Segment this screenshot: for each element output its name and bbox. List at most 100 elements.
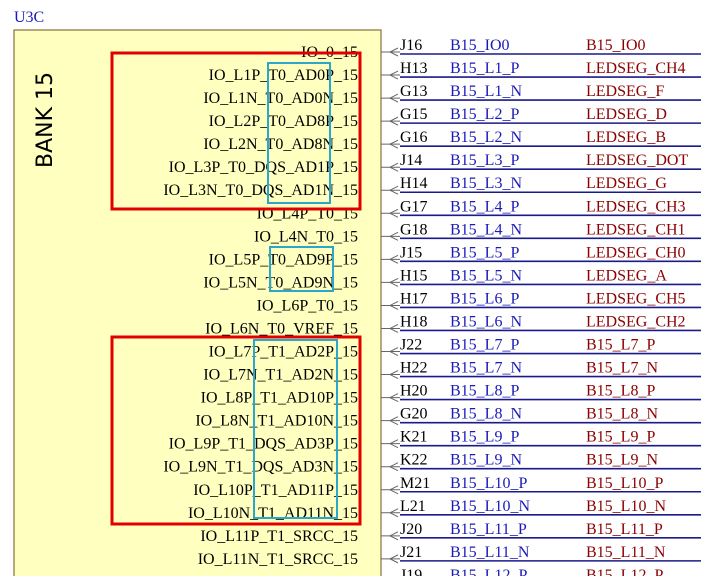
pin-name: IO_L11N_T1_SRCC_15 [198,551,358,568]
signal-label: LEDSEG_F [586,83,664,100]
net-label: B15_L8_P [450,383,519,400]
highlight-cyan-top [267,62,331,204]
pin-number: H14 [400,175,428,192]
pin-number: L21 [400,498,426,515]
signal-label: LEDSEG_D [586,106,667,123]
signal-label: B15_L8_N [586,406,658,423]
pin-number: J22 [400,337,422,354]
pin-row: IO_L11P_T1_SRCC_15 J20 B15_L11_P B15_L11_P [200,521,701,545]
pin-arrow-icon [388,416,399,426]
signal-label: LEDSEG_CH3 [586,198,686,215]
signal-label: B15_L8_P [586,383,655,400]
pin-number: G18 [400,221,428,238]
pin-name: IO_L5N_T0_AD9N_15 [203,274,358,291]
pin-name: IO_L1N_T0_AD0N_15 [203,90,358,107]
highlight-box-bottom [110,335,362,526]
net-label: B15_L6_N [450,313,522,330]
pin-row: IO_L3P_T0_DQS_AD1P_15 J14 B15_L3_P LEDSEG_D… [169,152,701,176]
signal-label: B15_L11_N [586,544,666,561]
bank-label: BANK 15 [33,72,58,168]
net-label: B15_L5_N [450,267,522,284]
component-ref: U3C [14,9,44,26]
signal-label: LEDSEG_CH4 [586,60,686,77]
pin-name: IO_L6N_T0_VREF_15 [205,320,358,337]
pin-name: IO_L3N_T0_DQS_AD1N_15 [163,182,358,199]
pin-row: IO_L3N_T0_DQS_AD1N_15 H14 B15_L3_N LEDSEG_G [163,175,701,199]
pin-number: M21 [400,475,430,492]
signal-label: B15_IO0 [586,37,646,54]
pin-row: IO_0_15 J16 B15_IO0 B15_IO0 [301,37,701,61]
net-label: B15_L7_N [450,360,522,377]
pin-row: IO_L6N_T0_VREF_15 H18 B15_L6_N LEDSEG_CH2 [205,313,701,337]
net-label: B15_L11_N [450,544,530,561]
net-label: B15_IO0 [450,37,510,54]
signal-label: B15_L7_N [586,360,658,377]
pin-arrow-icon [388,300,399,310]
net-label: B15_L12_P [450,567,527,576]
signal-label: LEDSEG_DOT [586,152,688,169]
net-label: B15_L3_P [450,152,519,169]
signal-label: LEDSEG_B [586,129,666,146]
pin-number: G13 [400,83,428,100]
pin-arrow-icon [388,93,399,103]
pin-arrow-icon [388,531,399,541]
pin-name: IO_L8N_T1_AD10N_15 [195,413,358,430]
pin-name: IO_L10N_T1_AD11N_15 [188,505,358,522]
pin-number: G20 [400,406,428,423]
pin-name: IO_L3P_T0_DQS_AD1P_15 [169,159,358,176]
pin-row: IO_L1P_T0_AD0P_15 H13 B15_L1_P LEDSEG_CH4 [209,60,701,84]
pin-number: H17 [400,290,428,307]
net-label: B15_L7_P [450,337,519,354]
net-label: B15_L10_N [450,498,530,515]
pin-row: IO_L7N_T1_AD2N_15 H22 B15_L7_N B15_L7_N [203,360,701,384]
pin-arrow-icon [388,254,399,264]
pin-number: J14 [400,152,422,169]
pin-row: IO_L9N_T1_DQS_AD3N_15 K22 B15_L9_N B15_L9_N [163,452,701,476]
pin-number: H20 [400,383,428,400]
pin-arrow-icon [388,139,399,149]
pin-row: IO_L5N_T0_AD9N_15 H15 B15_L5_N LEDSEG_A [203,267,701,291]
signal-label: LEDSEG_CH5 [586,290,686,307]
pin-arrow-icon [388,208,399,218]
pin-row: IO_L6P_T0_15 H17 B15_L6_P LEDSEG_CH5 [257,290,701,314]
net-label: B15_L2_N [450,129,522,146]
pin-number: H18 [400,313,428,330]
pin-number: J19 [400,567,422,576]
pin-name: IO_L7P_T1_AD2P_15 [209,344,358,361]
signal-label: LEDSEG_CH1 [586,221,686,238]
pin-name: IO_L9N_T1_DQS_AD3N_15 [163,459,358,476]
pin-name: IO_L6P_T0_15 [257,297,358,314]
pin-name: IO_L2P_T0_AD8P_15 [209,113,358,130]
pin-number: J21 [400,544,422,561]
pin-arrow-icon [388,231,399,241]
pin-number: H15 [400,267,428,284]
signal-label: LEDSEG_CH0 [586,244,686,261]
pin-name: IO_L5P_T0_AD9P_15 [209,251,358,268]
pin-number: J20 [400,521,422,538]
pin-name: IO_L4N_T0_15 [254,228,358,245]
pin-arrow-icon [388,347,399,356]
pin-number: H13 [400,60,428,77]
pin-row: IO_L9P_T1_DQS_AD3P_15 K21 B15_L9_P B15_L9_P [169,429,701,453]
net-label: B15_L3_N [450,175,522,192]
pin-row: IO_L1N_T0_AD0N_15 G13 B15_L1_N LEDSEG_F [203,83,701,107]
signal-label: B15_L10_P [586,475,663,492]
pin-name: IO_L11P_T1_SRCC_15 [200,528,358,545]
signal-label: B15_L11_P [586,521,663,538]
pin-number: G16 [400,129,428,146]
pin-arrow-icon [388,370,399,380]
pin-number: K22 [400,452,428,469]
pin-number: G17 [400,198,428,215]
pin-row: IO_L10P_T1_AD11P_15 M21 B15_L10_P B15_L10_P [193,475,701,499]
pin-row: IO_L8P_T1_AD10P_15 H20 B15_L8_P B15_L8_P [201,383,701,407]
pin-row: IO_L12P_T1_MRCC_15 J19 B15_L12_P B15_L12_P [194,567,663,576]
net-label: B15_L2_P [450,106,519,123]
pin-arrow-icon [388,116,399,126]
pin-name: IO_L1P_T0_AD0P_15 [209,67,358,84]
highlight-cyan-mid [269,246,334,292]
highlight-box-top [110,51,362,211]
net-label: B15_L9_P [450,429,519,446]
pin-arrow-icon [388,393,399,403]
net-label: B15_L9_N [450,452,522,469]
